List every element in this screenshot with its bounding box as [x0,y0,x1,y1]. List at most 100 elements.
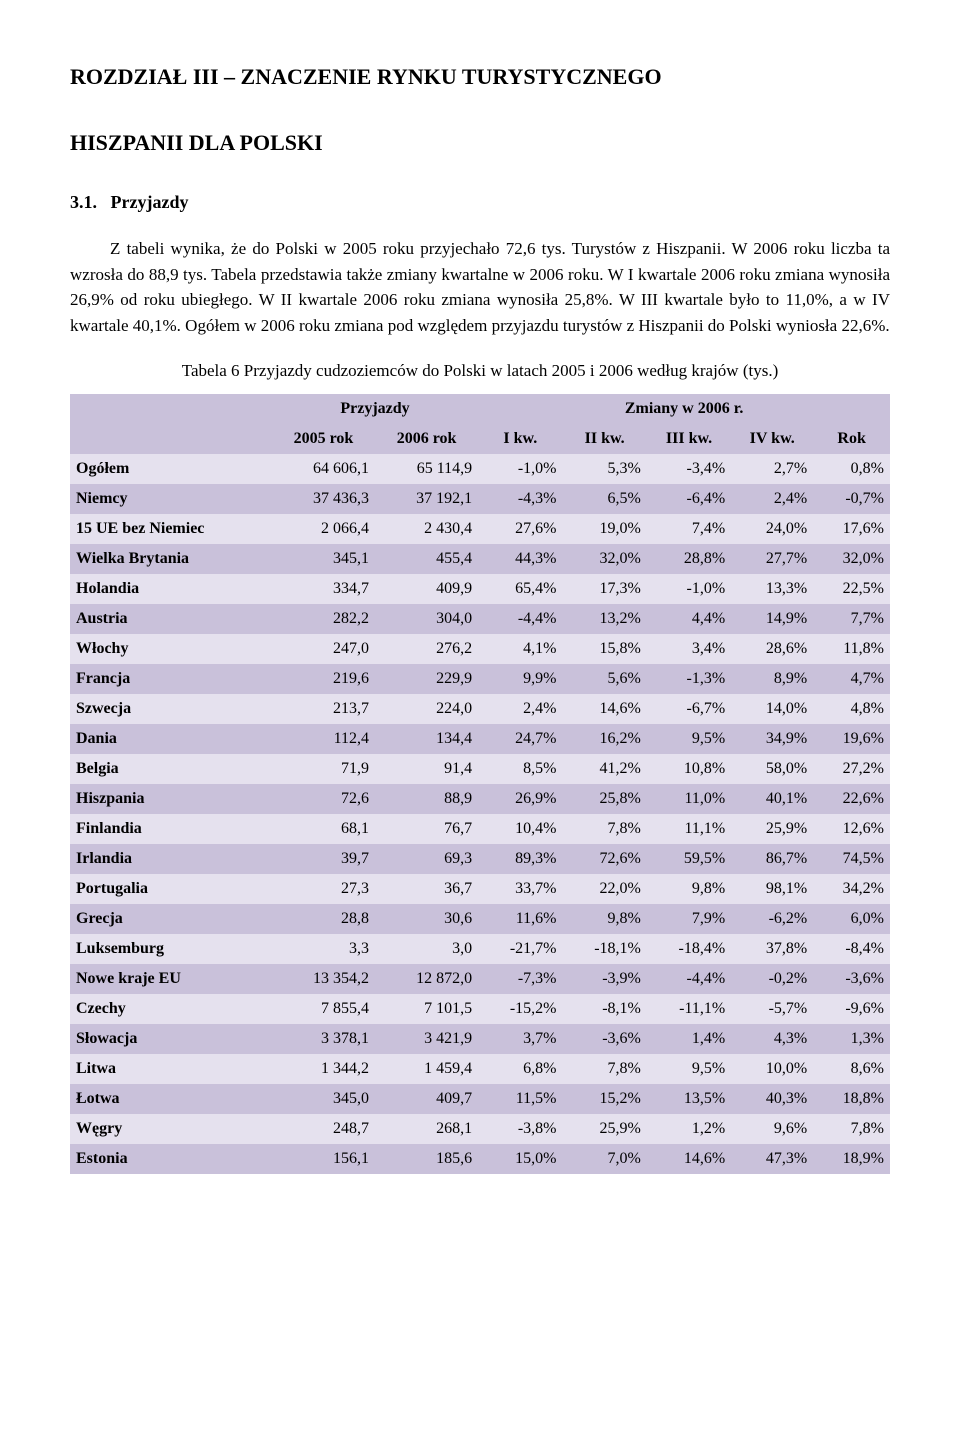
cell: 276,2 [375,634,478,664]
cell: -18,1% [563,934,647,964]
cell: 18,9% [813,1144,890,1174]
cell: 5,6% [563,664,647,694]
cell: 37,8% [731,934,813,964]
col-2005: 2005 rok [272,424,375,454]
cell: -21,7% [478,934,562,964]
cell: 2,4% [478,694,562,724]
table-body: Ogółem64 606,165 114,9-1,0%5,3%-3,4%2,7%… [70,454,890,1174]
cell: 11,6% [478,904,562,934]
cell: 44,3% [478,544,562,574]
row-label: Estonia [70,1144,272,1174]
row-label: Belgia [70,754,272,784]
cell: 11,5% [478,1084,562,1114]
cell: 156,1 [272,1144,375,1174]
cell: 11,8% [813,634,890,664]
cell: 9,9% [478,664,562,694]
cell: 3,7% [478,1024,562,1054]
header-group-changes: Zmiany w 2006 r. [478,394,890,424]
cell: 3 421,9 [375,1024,478,1054]
cell: 24,0% [731,514,813,544]
cell: 7,9% [647,904,731,934]
col-k3: III kw. [647,424,731,454]
cell: -6,4% [647,484,731,514]
cell: 15,2% [563,1084,647,1114]
cell: 13,5% [647,1084,731,1114]
cell: 34,9% [731,724,813,754]
cell: 1 344,2 [272,1054,375,1084]
cell: 7,8% [563,814,647,844]
cell: 40,1% [731,784,813,814]
paragraph-1: Z tabeli wynika, że do Polski w 2005 rok… [70,236,890,338]
cell: 304,0 [375,604,478,634]
cell: 3 378,1 [272,1024,375,1054]
cell: 39,7 [272,844,375,874]
cell: 12 872,0 [375,964,478,994]
cell: 13,2% [563,604,647,634]
cell: 8,9% [731,664,813,694]
row-label: Szwecja [70,694,272,724]
cell: 2 430,4 [375,514,478,544]
cell: 72,6% [563,844,647,874]
cell: 37 436,3 [272,484,375,514]
row-label: Włochy [70,634,272,664]
cell: 3,3 [272,934,375,964]
table-row: Węgry248,7268,1-3,8%25,9%1,2%9,6%7,8% [70,1114,890,1144]
row-label: Francja [70,664,272,694]
cell: 65 114,9 [375,454,478,484]
cell: 7,8% [813,1114,890,1144]
cell: 409,9 [375,574,478,604]
cell: 247,0 [272,634,375,664]
table-row: Estonia156,1185,615,0%7,0%14,6%47,3%18,9… [70,1144,890,1174]
table-row: Szwecja213,7224,02,4%14,6%-6,7%14,0%4,8% [70,694,890,724]
section-heading: 3.1. Przyjazdy [70,189,890,216]
heading-line1: ROZDZIAŁ III – ZNACZENIE RYNKU TURYSTYCZ… [70,64,662,89]
cell: 9,8% [647,874,731,904]
cell: 25,9% [731,814,813,844]
row-label: 15 UE bez Niemiec [70,514,272,544]
row-label: Grecja [70,904,272,934]
cell: -1,0% [478,454,562,484]
cell: 59,5% [647,844,731,874]
cell: -4,3% [478,484,562,514]
cell: -8,4% [813,934,890,964]
cell: -3,8% [478,1114,562,1144]
cell: -15,2% [478,994,562,1024]
header-blank [70,394,272,454]
cell: 65,4% [478,574,562,604]
cell: 47,3% [731,1144,813,1174]
row-label: Finlandia [70,814,272,844]
cell: 11,1% [647,814,731,844]
cell: 4,1% [478,634,562,664]
col-k2: II kw. [563,424,647,454]
cell: 9,5% [647,1054,731,1084]
row-label: Węgry [70,1114,272,1144]
cell: -3,9% [563,964,647,994]
cell: 10,8% [647,754,731,784]
cell: 14,0% [731,694,813,724]
cell: 74,5% [813,844,890,874]
cell: 76,7 [375,814,478,844]
table-header-row-groups: Przyjazdy Zmiany w 2006 r. [70,394,890,424]
table-row: Portugalia27,336,733,7%22,0%9,8%98,1%34,… [70,874,890,904]
row-label: Nowe kraje EU [70,964,272,994]
header-group-arrivals: Przyjazdy [272,394,478,424]
cell: 268,1 [375,1114,478,1144]
section-title: Przyjazdy [111,192,189,212]
row-label: Dania [70,724,272,754]
heading-line2: HISZPANII DLA POLSKI [70,130,323,155]
cell: 7 101,5 [375,994,478,1024]
cell: 91,4 [375,754,478,784]
cell: 2,4% [731,484,813,514]
row-label: Słowacja [70,1024,272,1054]
cell: 86,7% [731,844,813,874]
table-row: Włochy247,0276,24,1%15,8%3,4%28,6%11,8% [70,634,890,664]
cell: -1,3% [647,664,731,694]
cell: 334,7 [272,574,375,604]
table-row: Belgia71,991,48,5%41,2%10,8%58,0%27,2% [70,754,890,784]
cell: 32,0% [813,544,890,574]
row-label: Hiszpania [70,784,272,814]
cell: 4,4% [647,604,731,634]
cell: 19,6% [813,724,890,754]
row-label: Wielka Brytania [70,544,272,574]
row-label: Austria [70,604,272,634]
